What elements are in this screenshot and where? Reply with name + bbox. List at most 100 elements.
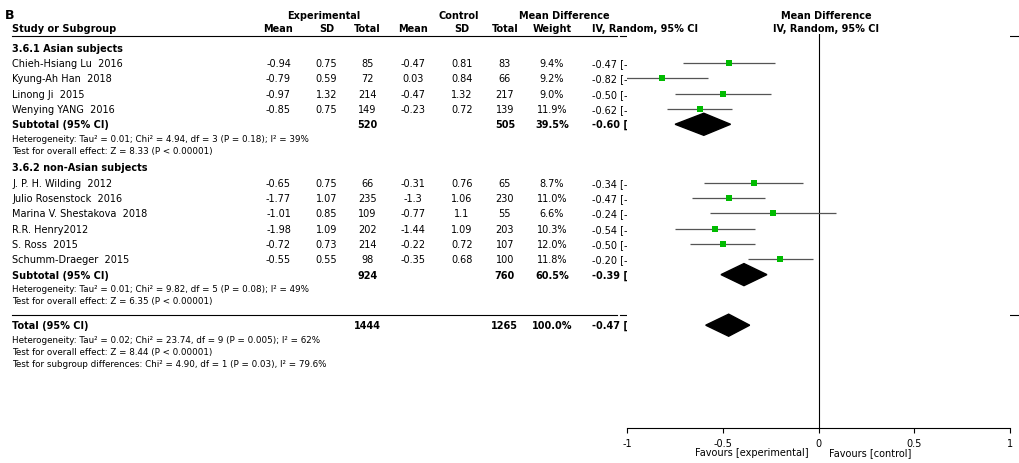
Text: -0.47 [-0.66, -0.28]: -0.47 [-0.66, -0.28] xyxy=(591,194,683,204)
Text: 66: 66 xyxy=(361,178,373,188)
Text: 11.9%: 11.9% xyxy=(536,105,567,115)
Text: Heterogeneity: Tau² = 0.01; Chi² = 9.82, df = 5 (P = 0.08); I² = 49%: Heterogeneity: Tau² = 0.01; Chi² = 9.82,… xyxy=(12,284,309,294)
Text: 1.09: 1.09 xyxy=(451,224,472,234)
Text: 9.4%: 9.4% xyxy=(539,59,564,69)
Text: -0.47: -0.47 xyxy=(400,59,425,69)
Text: -0.23: -0.23 xyxy=(400,105,425,115)
Text: -0.79: -0.79 xyxy=(266,74,290,84)
Text: 203: 203 xyxy=(495,224,514,234)
Text: Mean Difference: Mean Difference xyxy=(519,11,608,21)
Text: 1.1: 1.1 xyxy=(454,209,469,219)
Text: -0.20 [-0.37, -0.03]: -0.20 [-0.37, -0.03] xyxy=(591,255,683,265)
Text: SD: SD xyxy=(454,24,469,34)
Text: 1.32: 1.32 xyxy=(450,89,473,100)
Text: 1.06: 1.06 xyxy=(451,194,472,204)
Text: 505: 505 xyxy=(494,120,515,130)
Text: 9.0%: 9.0% xyxy=(539,89,564,100)
Text: Test for overall effect: Z = 8.44 (P < 0.00001): Test for overall effect: Z = 8.44 (P < 0… xyxy=(12,347,212,356)
Text: R.R. Henry2012: R.R. Henry2012 xyxy=(12,224,89,234)
Text: -0.47: -0.47 xyxy=(400,89,425,100)
Text: 217: 217 xyxy=(495,89,514,100)
Text: 0.73: 0.73 xyxy=(315,239,337,250)
Text: 55: 55 xyxy=(498,209,511,219)
Text: -0.77: -0.77 xyxy=(400,209,425,219)
Text: -1.01: -1.01 xyxy=(266,209,290,219)
Text: SD: SD xyxy=(319,24,333,34)
Text: Wenying YANG  2016: Wenying YANG 2016 xyxy=(12,105,115,115)
Text: 230: 230 xyxy=(495,194,514,204)
Text: 0.72: 0.72 xyxy=(450,105,473,115)
Text: Test for subgroup differences: Chi² = 4.90, df = 1 (P = 0.03), I² = 79.6%: Test for subgroup differences: Chi² = 4.… xyxy=(12,359,326,368)
Text: Experimental: Experimental xyxy=(286,11,360,21)
Text: -1.44: -1.44 xyxy=(400,224,425,234)
Text: -0.82 [-1.06, -0.58]: -0.82 [-1.06, -0.58] xyxy=(591,74,683,84)
Text: Test for overall effect: Z = 8.33 (P < 0.00001): Test for overall effect: Z = 8.33 (P < 0… xyxy=(12,146,213,156)
Text: 3.6.1 Asian subjects: 3.6.1 Asian subjects xyxy=(12,44,123,54)
Text: 60.5%: 60.5% xyxy=(534,270,569,280)
Text: 0.75: 0.75 xyxy=(315,178,337,188)
Text: 0.03: 0.03 xyxy=(403,74,423,84)
Text: J. P. H. Wilding  2012: J. P. H. Wilding 2012 xyxy=(12,178,112,188)
Text: -0.72: -0.72 xyxy=(266,239,290,250)
Text: 65: 65 xyxy=(498,178,511,188)
Text: 924: 924 xyxy=(357,270,377,280)
Text: Study or Subgroup: Study or Subgroup xyxy=(12,24,116,34)
Text: 9.2%: 9.2% xyxy=(539,74,564,84)
Text: 1.09: 1.09 xyxy=(316,224,336,234)
Text: -0.50 [-0.75, -0.25]: -0.50 [-0.75, -0.25] xyxy=(591,89,684,100)
Polygon shape xyxy=(705,314,749,337)
Text: 98: 98 xyxy=(361,255,373,265)
Text: -0.55: -0.55 xyxy=(266,255,290,265)
Text: Subtotal (95% CI): Subtotal (95% CI) xyxy=(12,270,109,280)
Text: -1.3: -1.3 xyxy=(404,194,422,204)
Text: 149: 149 xyxy=(358,105,376,115)
Text: -1.98: -1.98 xyxy=(266,224,290,234)
Text: 139: 139 xyxy=(495,105,514,115)
Text: Julio Rosenstock  2016: Julio Rosenstock 2016 xyxy=(12,194,122,204)
Text: -0.39 [-0.51, -0.27]: -0.39 [-0.51, -0.27] xyxy=(591,270,694,280)
Text: 0.84: 0.84 xyxy=(451,74,472,84)
Text: -0.47 [-0.59, -0.36]: -0.47 [-0.59, -0.36] xyxy=(591,320,694,331)
Text: -0.24 [-0.57, 0.09]: -0.24 [-0.57, 0.09] xyxy=(591,209,680,219)
Text: -0.35: -0.35 xyxy=(400,255,425,265)
Text: Linong Ji  2015: Linong Ji 2015 xyxy=(12,89,85,100)
Text: -0.62 [-0.79, -0.45]: -0.62 [-0.79, -0.45] xyxy=(591,105,683,115)
Text: 0.72: 0.72 xyxy=(450,239,473,250)
Text: 39.5%: 39.5% xyxy=(534,120,569,130)
Text: IV, Random, 95% CI: IV, Random, 95% CI xyxy=(772,24,878,34)
Text: 520: 520 xyxy=(357,120,377,130)
Text: -0.50 [-0.67, -0.33]: -0.50 [-0.67, -0.33] xyxy=(591,239,683,250)
Text: 1.07: 1.07 xyxy=(315,194,337,204)
Text: 0.85: 0.85 xyxy=(315,209,337,219)
Text: 0.75: 0.75 xyxy=(315,105,337,115)
Text: Favours [experimental]: Favours [experimental] xyxy=(694,447,808,457)
Text: 109: 109 xyxy=(358,209,376,219)
Text: -0.54 [-0.75, -0.33]: -0.54 [-0.75, -0.33] xyxy=(591,224,683,234)
Text: Chieh-Hsiang Lu  2016: Chieh-Hsiang Lu 2016 xyxy=(12,59,123,69)
Text: 0.55: 0.55 xyxy=(315,255,337,265)
Text: B: B xyxy=(5,9,14,22)
Text: 214: 214 xyxy=(358,239,376,250)
Text: -1.77: -1.77 xyxy=(266,194,290,204)
Text: Control: Control xyxy=(438,11,479,21)
Text: 235: 235 xyxy=(358,194,376,204)
Text: 11.8%: 11.8% xyxy=(536,255,567,265)
Text: 8.7%: 8.7% xyxy=(539,178,564,188)
Text: 107: 107 xyxy=(495,239,514,250)
Text: Mean Difference: Mean Difference xyxy=(781,11,870,21)
Text: Schumm-Draeger  2015: Schumm-Draeger 2015 xyxy=(12,255,129,265)
Polygon shape xyxy=(675,114,730,136)
Text: -0.60 [-0.75, -0.46]: -0.60 [-0.75, -0.46] xyxy=(591,120,694,130)
Text: 10.3%: 10.3% xyxy=(536,224,567,234)
Text: 760: 760 xyxy=(494,270,515,280)
Text: -0.85: -0.85 xyxy=(266,105,290,115)
Text: 0.76: 0.76 xyxy=(450,178,473,188)
Text: 100.0%: 100.0% xyxy=(531,320,572,331)
Text: Heterogeneity: Tau² = 0.02; Chi² = 23.74, df = 9 (P = 0.005); I² = 62%: Heterogeneity: Tau² = 0.02; Chi² = 23.74… xyxy=(12,335,320,344)
Text: -0.94: -0.94 xyxy=(266,59,290,69)
Text: 202: 202 xyxy=(358,224,376,234)
Text: Test for overall effect: Z = 6.35 (P < 0.00001): Test for overall effect: Z = 6.35 (P < 0… xyxy=(12,296,213,306)
Text: 214: 214 xyxy=(358,89,376,100)
Text: Kyung-Ah Han  2018: Kyung-Ah Han 2018 xyxy=(12,74,112,84)
Text: 66: 66 xyxy=(498,74,511,84)
